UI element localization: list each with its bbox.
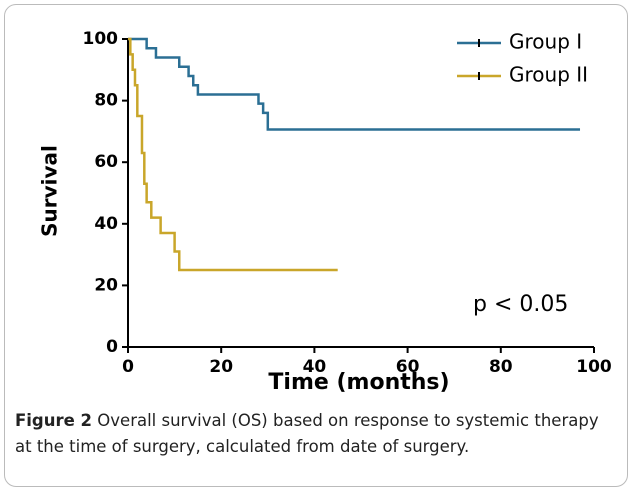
figure-frame: Survival Time (months) p < 0.05 0 20 40 60 8…: [4, 4, 628, 487]
x-tick-label: 0: [122, 357, 134, 377]
x-tick-label: 100: [576, 357, 612, 377]
x-axis-label: Time (months): [268, 370, 449, 395]
x-tick-label: 40: [303, 357, 327, 377]
caption-text: Overall survival (OS) based on response …: [15, 411, 599, 456]
x-tick-label: 80: [489, 357, 513, 377]
survival-line: [128, 37, 581, 131]
y-tick-label: 0: [106, 337, 118, 357]
y-tick-label: 20: [94, 275, 118, 295]
y-tick-label: 60: [94, 152, 118, 172]
legend-label: Group II: [509, 63, 588, 87]
chart: Survival Time (months) p < 0.05 0 20 40 60 8…: [38, 29, 612, 395]
annotation: p < 0.05: [473, 292, 568, 317]
caption-label: Figure 2: [15, 411, 93, 430]
x-tick-label: 20: [209, 357, 233, 377]
y-tick-label: 40: [94, 214, 118, 234]
caption: Figure 2 Overall survival (OS) based on …: [15, 408, 615, 460]
x-tick-label: 60: [396, 357, 420, 377]
y-tick-label: 100: [83, 29, 119, 49]
survival-line: [128, 37, 338, 272]
legend-label: Group I: [509, 30, 582, 54]
y-tick-label: 80: [94, 91, 118, 111]
y-axis-label: Survival: [38, 145, 62, 237]
